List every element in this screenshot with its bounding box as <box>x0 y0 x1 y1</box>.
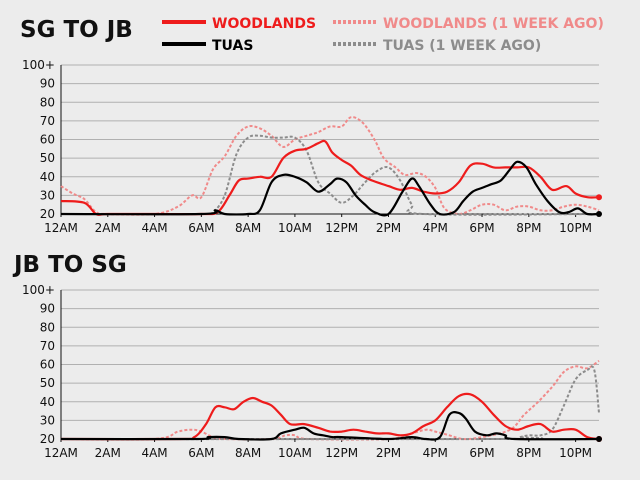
series-line-woodlands <box>60 392 600 441</box>
y-tick-label: 40 <box>40 170 55 184</box>
x-tick-label: 4PM <box>423 221 448 235</box>
chart-1-title: SG TO JB <box>20 17 133 43</box>
y-tick-label: 90 <box>40 302 55 316</box>
series-line-woodlands-1-week-ago <box>60 359 600 441</box>
series-line-tuas <box>60 160 600 217</box>
y-tick-label: 80 <box>40 95 55 109</box>
x-tick-label: 4AM <box>141 446 167 460</box>
x-tick-label: 2AM <box>95 221 121 235</box>
series-end-marker-tuas <box>596 436 602 442</box>
y-tick-label: 60 <box>40 358 55 372</box>
x-tick-label: 12PM <box>325 221 358 235</box>
y-tick-label: 60 <box>40 133 55 147</box>
y-tick-label: 100+ <box>22 58 55 72</box>
x-tick-label: 4PM <box>423 446 448 460</box>
x-tick-label: 12AM <box>44 446 78 460</box>
x-tick-label: 2PM <box>376 446 401 460</box>
y-tick-label: 30 <box>40 413 55 427</box>
x-tick-label: 8PM <box>516 221 541 235</box>
y-tick-label: 70 <box>40 114 55 128</box>
series-line-tuas <box>60 411 600 441</box>
x-tick-label: 10AM <box>278 221 312 235</box>
legend-label-woodlands: WOODLANDS <box>212 16 316 32</box>
y-tick-label: 30 <box>40 188 55 202</box>
x-tick-label: 8AM <box>235 221 261 235</box>
series-end-marker-tuas <box>596 211 602 217</box>
series-line-woodlands <box>60 139 600 216</box>
legend: WOODLANDS WOODLANDS (1 WEEK AGO) TUAS TU… <box>162 16 604 54</box>
x-tick-label: 4AM <box>141 221 167 235</box>
chart-sg-to-jb: 20 30 40 50 60 70 80 90 100+ 12AM 2AM 4AM 6AM 8AM 10AM… <box>22 58 602 235</box>
x-tick-label: 6AM <box>188 446 214 460</box>
x-tick-label: 10AM <box>278 446 312 460</box>
x-tick-label: 10PM <box>559 221 592 235</box>
y-tick-label: 50 <box>40 376 55 390</box>
x-tick-label: 12AM <box>44 221 78 235</box>
chart-jb-to-sg: 20 30 40 50 60 70 80 90 100+ 12AM 2AM 4AM 6AM 8AM 10AM… <box>22 283 602 460</box>
legend-label-woodlands-week-ago: WOODLANDS (1 WEEK AGO) <box>383 16 604 32</box>
series-line-tuas-1-week-ago <box>60 134 600 216</box>
legend-label-tuas: TUAS <box>212 38 253 54</box>
series-line-tuas-1-week-ago <box>60 365 600 441</box>
x-tick-label: 2AM <box>95 446 121 460</box>
y-tick-label: 70 <box>40 339 55 353</box>
legend-label-tuas-week-ago: TUAS (1 WEEK AGO) <box>383 38 541 54</box>
y-tick-label: 90 <box>40 77 55 91</box>
x-tick-label: 2PM <box>376 221 401 235</box>
y-tick-label: 40 <box>40 395 55 409</box>
x-tick-label: 12PM <box>325 446 358 460</box>
y-tick-label: 80 <box>40 320 55 334</box>
x-tick-label: 6PM <box>469 221 494 235</box>
x-tick-label: 8AM <box>235 446 261 460</box>
chart-2-title: JB TO SG <box>12 252 127 278</box>
x-tick-label: 6PM <box>469 446 494 460</box>
x-tick-label: 6AM <box>188 221 214 235</box>
series-end-marker-woodlands <box>596 194 602 201</box>
y-tick-label: 100+ <box>22 283 55 297</box>
series-line-woodlands-1-week-ago <box>60 116 600 216</box>
y-tick-label: 20 <box>40 207 55 221</box>
y-tick-label: 20 <box>40 432 55 446</box>
x-tick-label: 8PM <box>516 446 541 460</box>
y-tick-label: 50 <box>40 151 55 165</box>
x-tick-label: 10PM <box>559 446 592 460</box>
